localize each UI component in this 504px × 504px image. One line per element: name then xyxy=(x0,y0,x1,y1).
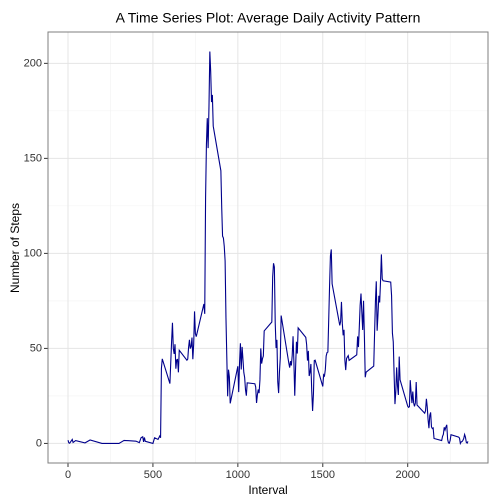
y-tick-label: 150 xyxy=(24,152,42,164)
y-tick-label: 0 xyxy=(36,437,42,449)
x-tick-label: 2000 xyxy=(395,469,419,481)
x-axis-label: Interval xyxy=(248,483,287,497)
x-tick-label: 1000 xyxy=(226,469,250,481)
y-tick-label: 100 xyxy=(24,247,42,259)
y-tick-label: 50 xyxy=(30,342,42,354)
y-tick-label: 200 xyxy=(24,57,42,69)
chart-title: A Time Series Plot: Average Daily Activi… xyxy=(116,10,421,26)
y-axis-label: Number of Steps xyxy=(8,203,22,293)
x-tick-label: 0 xyxy=(65,469,71,481)
data-line xyxy=(67,51,469,446)
plot-border xyxy=(47,31,489,464)
x-tick-label: 1500 xyxy=(311,469,335,481)
x-tick-label: 500 xyxy=(144,469,162,481)
